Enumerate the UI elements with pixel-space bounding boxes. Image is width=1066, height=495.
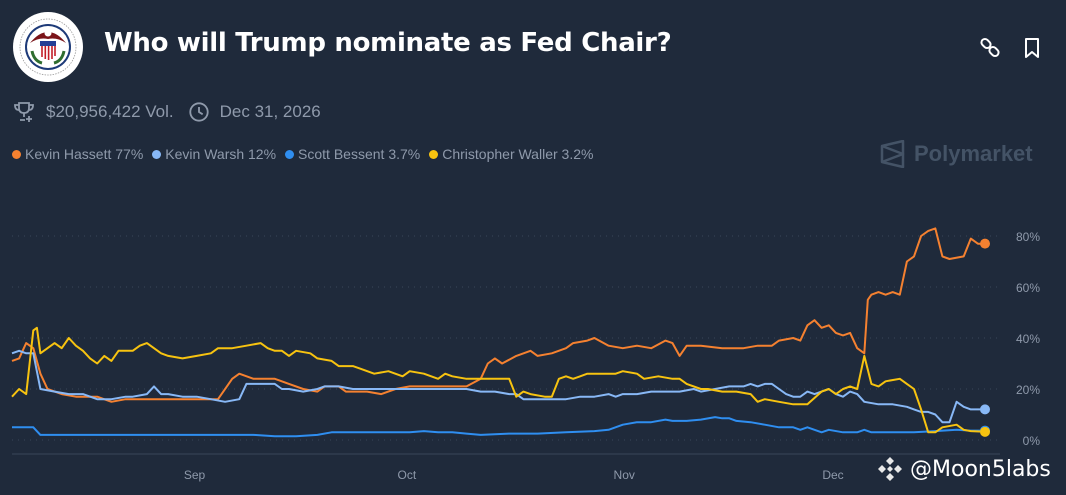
series-end-dot-kevin-warsh [980,404,990,415]
series-line-kevin-hassett [11,227,985,403]
legend-label: Scott Bessent 3.7% [298,146,421,162]
volume-text: $20,956,422 Vol. [46,102,174,121]
series-end-dot-christopher-waller [980,426,990,437]
page-title: Who will Trump nominate as Fed Chair? [104,28,672,58]
watermark: @Moon5labs [876,455,1051,483]
y-tick-label: 40% [1016,332,1040,346]
legend-dot [429,149,439,159]
series-line-kevin-warsh [11,349,985,424]
watermark-text: @Moon5labs [910,456,1051,482]
legend-label: Christopher Waller 3.2% [442,146,594,162]
link-icon[interactable] [978,36,1002,60]
bookmark-icon[interactable] [1020,36,1044,60]
fed-seal-logo [13,12,83,82]
x-tick-label: Dec [822,468,843,482]
series-end-dot-kevin-hassett [980,238,990,249]
y-tick-label: 60% [1016,281,1040,295]
binance-icon [878,457,902,481]
legend-item: Kevin Hassett 77% [12,146,143,162]
legend-dot [285,149,295,159]
clock-icon [189,102,209,122]
series-line-scott-bessent [12,416,985,438]
market-meta: $20,956,422 Vol. Dec 31, 2026 [12,100,335,124]
chart-legend: Kevin Hassett 77% Kevin Warsh 12% Scott … [12,146,602,162]
series-line-christopher-waller [11,326,986,434]
legend-dot [152,149,162,159]
y-tick-label: 20% [1016,383,1040,397]
x-tick-label: Oct [398,468,417,482]
y-tick-label: 80% [1016,230,1040,244]
end-date-text: Dec 31, 2026 [219,102,321,121]
trophy-icon [14,102,34,122]
legend-item: Christopher Waller 3.2% [429,146,593,162]
y-tick-label: 0% [1023,434,1041,448]
legend-dot [12,149,21,159]
x-tick-label: Nov [614,468,635,482]
polymarket-logo-icon [880,140,905,168]
legend-item: Scott Bessent 3.7% [285,146,420,162]
brand-name: Polymarket [914,141,1033,166]
polymarket-brand: Polymarket [880,140,1033,168]
x-tick-label: Sep [184,468,206,482]
price-chart[interactable]: 0% 20% 40% 60% 80% Sep Oct Nov Dec [0,190,1066,495]
legend-item: Kevin Warsh 12% [152,146,276,162]
legend-label: Kevin Warsh 12% [165,146,277,162]
legend-label: Kevin Hassett 77% [25,146,144,162]
